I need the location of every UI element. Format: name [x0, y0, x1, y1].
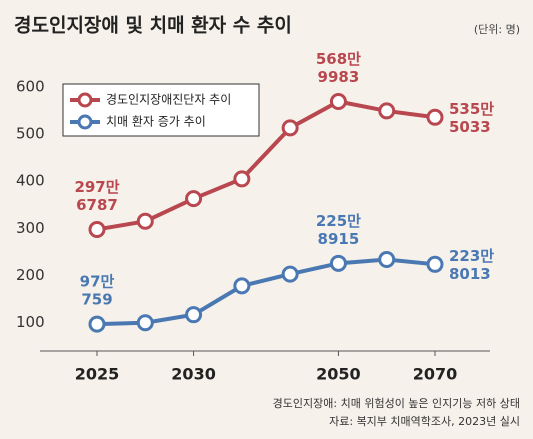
y-tick-label: 600 [16, 77, 45, 95]
legend-box [62, 83, 260, 137]
legend-marker [77, 114, 93, 130]
point [136, 212, 154, 230]
point [233, 277, 251, 295]
value-label: 759 [81, 291, 112, 309]
point [426, 255, 444, 273]
value-label: 9983 [318, 68, 360, 86]
y-tick-label: 500 [16, 125, 45, 143]
x-tick-label: 2030 [171, 365, 216, 384]
point [88, 315, 106, 333]
point [88, 220, 106, 238]
note: 경도인지장애: 치매 위험성이 높은 인지기능 저하 상태 [273, 396, 520, 410]
value-label: 8915 [318, 230, 360, 248]
legend-label: 치매 환자 증가 추이 [106, 115, 206, 129]
value-label: 535만 [449, 100, 494, 118]
x-tick-label: 2070 [413, 365, 458, 384]
series-line [96, 257, 436, 327]
point [378, 102, 396, 120]
y-tick-label: 100 [16, 313, 45, 331]
value-label: 223만 [449, 247, 494, 265]
value-label: 225만 [316, 212, 361, 230]
unit-label: (단위: 명) [474, 23, 520, 36]
point [185, 190, 203, 208]
point [329, 92, 347, 110]
legend-label: 경도인지장애진단자 추이 [106, 93, 231, 107]
point [281, 119, 299, 137]
value-label: 97만 [80, 273, 115, 291]
value-label: 6787 [76, 196, 118, 214]
point [281, 265, 299, 283]
point [136, 314, 154, 332]
chart-title: 경도인지장애 및 치매 환자 수 추이 [14, 15, 292, 37]
point [329, 254, 347, 272]
point [233, 170, 251, 188]
value-label: 8013 [449, 265, 491, 283]
x-tick-label: 2050 [316, 365, 361, 384]
point [185, 306, 203, 324]
note: 자료: 복지부 치매역학조사, 2023년 실시 [329, 415, 520, 428]
value-label: 297만 [74, 178, 119, 196]
x-tick-label: 2025 [75, 365, 120, 384]
value-label: 5033 [449, 118, 491, 136]
point [378, 250, 396, 268]
y-tick-label: 400 [16, 172, 45, 190]
value-label: 568만 [316, 50, 361, 68]
legend-marker [77, 92, 93, 108]
point [426, 108, 444, 126]
y-tick-label: 300 [16, 219, 45, 237]
y-tick-label: 200 [16, 266, 45, 284]
